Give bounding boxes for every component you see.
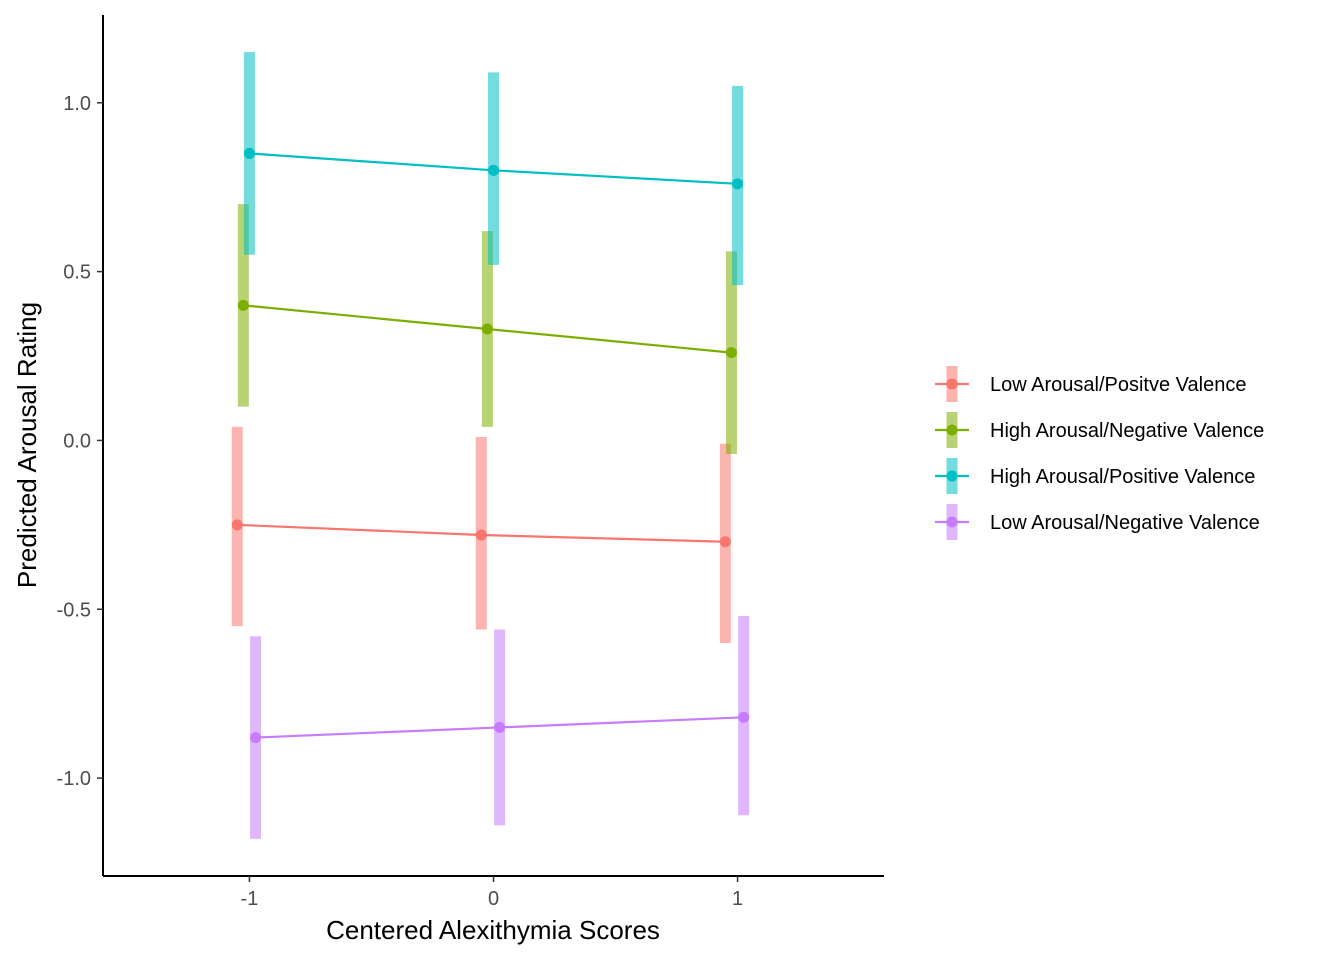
series-3-point-1	[243, 147, 255, 159]
legend-item-2: High Arousal/Negative Valence	[935, 412, 1264, 448]
series-2-point-1	[237, 299, 249, 311]
legend: Low Arousal/Positve Valence High Arousal/…	[935, 366, 1264, 540]
series-4-point-1	[250, 732, 262, 744]
series-4-marks	[250, 711, 750, 744]
legend-label: Low Arousal/Negative Valence	[990, 512, 1260, 534]
y-tick-label: 0.0	[63, 430, 91, 452]
series-2-marks	[237, 299, 737, 359]
series-1-point-1	[231, 519, 243, 531]
y-tick-label: -0.5	[57, 599, 91, 621]
legend-key-point	[946, 424, 958, 436]
series-3-point-3	[732, 178, 744, 190]
plot-marks	[231, 52, 750, 839]
legend-label: Low Arousal/Positve Valence	[990, 374, 1246, 396]
legend-key-point	[946, 470, 958, 482]
y-tick-label: 0.5	[63, 262, 91, 284]
series-2-point-2	[481, 323, 493, 335]
legend-item-4: Low Arousal/Negative Valence	[935, 504, 1260, 540]
x-axis-title: Centered Alexithymia Scores	[326, 915, 660, 945]
axes: -1.0 -0.5 0.0 0.5 1.0 -1 0 1	[57, 15, 884, 910]
series-4-point-3	[738, 711, 750, 723]
series-4-point-2	[494, 721, 506, 733]
y-tick-label: 1.0	[63, 93, 91, 115]
series-1-point-3	[719, 536, 731, 548]
x-tick-label: -1	[241, 888, 259, 910]
series-3-point-2	[488, 164, 499, 176]
legend-item-3: High Arousal/Positive Valence	[935, 458, 1255, 494]
x-tick-label: 1	[732, 888, 743, 910]
y-axis-title: Predicted Arousal Rating	[12, 302, 42, 588]
legend-label: High Arousal/Negative Valence	[990, 420, 1264, 442]
legend-label: High Arousal/Positive Valence	[990, 466, 1255, 488]
legend-item-1: Low Arousal/Positve Valence	[935, 366, 1246, 402]
series-1-point-2	[475, 529, 487, 541]
x-tick-label: 0	[488, 888, 499, 910]
series-1-marks	[231, 519, 731, 548]
legend-key-point	[946, 516, 958, 528]
series-2-point-3	[725, 347, 737, 359]
legend-key-point	[946, 378, 958, 390]
series-3-marks	[243, 147, 744, 190]
y-tick-label: -1.0	[57, 768, 91, 790]
